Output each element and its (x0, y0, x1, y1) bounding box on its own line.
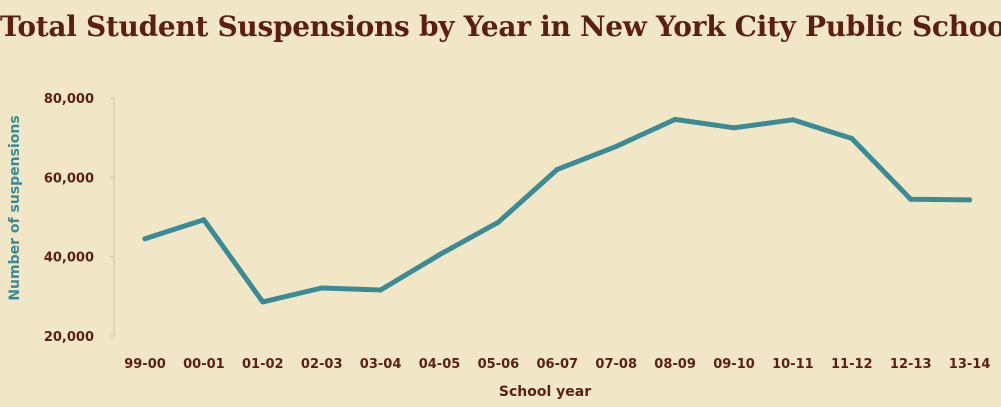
x-tick-label: 02-03 (301, 357, 343, 372)
data-point (495, 219, 501, 225)
y-tick-label: 60,000 (44, 171, 94, 186)
y-tick-label: 20,000 (44, 330, 94, 345)
x-tick-label: 00-01 (183, 357, 225, 372)
x-tick-label: 10-11 (772, 357, 814, 372)
data-point (260, 299, 266, 305)
data-point (731, 125, 737, 131)
x-tick-label: 05-06 (478, 357, 520, 372)
data-point (437, 252, 442, 258)
data-point (849, 135, 855, 141)
series-line (142, 116, 973, 305)
data-point (319, 285, 325, 291)
y-tick-label: 40,000 (44, 251, 94, 266)
x-tick-label: 99-00 (124, 357, 166, 372)
x-tick-label: 09-10 (713, 357, 755, 372)
data-point (554, 166, 560, 172)
data-point (613, 143, 619, 149)
x-tick-label: 01-02 (242, 357, 284, 372)
data-point (967, 197, 973, 203)
y-axis-title: Number of suspensions (7, 115, 23, 300)
x-tick-label: 11-12 (831, 357, 873, 372)
x-tick-label: 04-05 (419, 357, 461, 372)
data-point (672, 116, 678, 122)
chart-title: Total Student Suspensions by Year in New… (0, 10, 1001, 43)
y-axis-ticks: 20,000 40,000 60,000 80,000 (44, 92, 114, 345)
data-point (908, 196, 914, 202)
data-point (201, 217, 207, 223)
data-point (378, 287, 384, 293)
data-point (790, 117, 796, 123)
x-tick-label: 06-07 (537, 357, 579, 372)
data-point (142, 236, 148, 242)
series-points (142, 116, 973, 305)
x-tick-label: 03-04 (360, 357, 402, 372)
y-tick-label: 80,000 (44, 92, 94, 107)
x-tick-label: 13-14 (949, 357, 991, 372)
x-axis-title: School year (499, 384, 591, 400)
x-tick-label: 07-08 (595, 357, 637, 372)
x-tick-label: 08-09 (654, 357, 696, 372)
x-axis-ticks: 99-00 00-01 01-02 02-03 03-04 04-05 05-06 06-07… (124, 357, 990, 372)
x-tick-label: 12-13 (890, 357, 932, 372)
